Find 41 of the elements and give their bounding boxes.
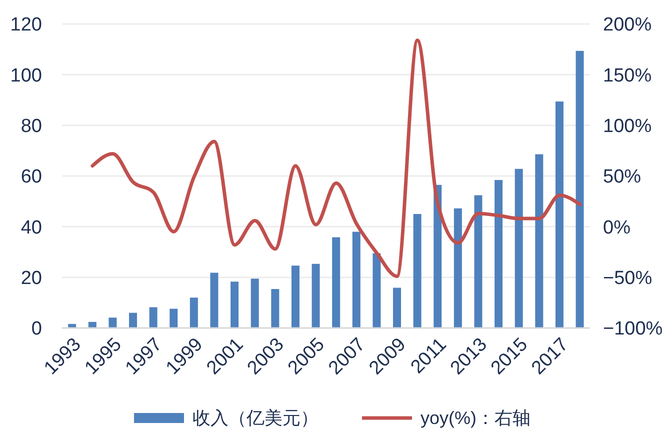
y-tick-label: 80 (20, 116, 42, 138)
bar (271, 288, 280, 328)
bar (170, 308, 178, 328)
y2-tick-label: 150% (603, 65, 652, 86)
bar (88, 322, 96, 328)
bar (291, 266, 300, 328)
bar (514, 168, 523, 328)
bar (210, 272, 218, 328)
bar (129, 312, 138, 328)
bar (576, 50, 584, 328)
bar (312, 264, 320, 328)
bar (332, 237, 340, 328)
y2-tick-label: 200% (603, 14, 652, 36)
bar (149, 307, 158, 328)
y2-tick-label: 50% (603, 166, 642, 188)
bar (535, 154, 544, 328)
y2-tick-label: −50% (603, 268, 652, 290)
bar (454, 208, 462, 328)
y-tick-label: 100 (10, 65, 42, 86)
bar (494, 180, 503, 328)
y2-tick-label: −100% (603, 318, 663, 340)
y-tick-label: 20 (20, 268, 42, 290)
bar (372, 253, 381, 328)
legend-label: 收入（亿美元） (192, 407, 318, 430)
legend-label: yoy(%)：右轴 (420, 407, 530, 430)
y-tick-label: 40 (20, 217, 42, 238)
y-tick-label: 120 (10, 14, 42, 36)
y2-tick-label: 0% (603, 217, 631, 238)
bar (352, 232, 360, 328)
bar (413, 214, 422, 328)
y-tick-label: 0 (31, 318, 42, 340)
bar (250, 278, 259, 328)
bar (474, 195, 482, 328)
bar (108, 318, 117, 328)
bar (190, 298, 198, 328)
bar (393, 288, 402, 328)
bar (230, 282, 239, 328)
bar (555, 102, 564, 328)
y-tick-label: 60 (20, 166, 42, 188)
line-series (90, 38, 582, 278)
y2-tick-label: 100% (603, 116, 652, 138)
